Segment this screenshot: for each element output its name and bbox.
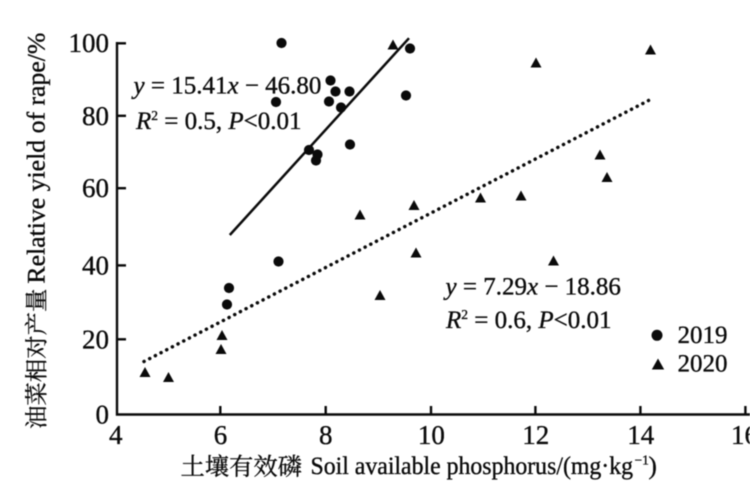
svg-text:60: 60 — [82, 173, 109, 203]
svg-text:2020: 2020 — [678, 351, 728, 378]
svg-text:y = 15.41x − 46.80: y = 15.41x − 46.80 — [131, 73, 322, 100]
svg-text:14: 14 — [627, 420, 655, 450]
svg-text:12: 12 — [522, 420, 549, 450]
svg-text:16: 16 — [731, 420, 750, 450]
svg-text:Relative yield of rape/%: Relative yield of rape/% — [24, 33, 51, 284]
svg-text:4: 4 — [109, 420, 123, 450]
svg-text:6: 6 — [214, 420, 228, 450]
svg-text:Soil available phosphorus/(mg·: Soil available phosphorus/(mg·kg — [311, 453, 634, 480]
svg-text:0: 0 — [96, 400, 110, 430]
svg-text:R2 = 0.6, P<0.01: R2 = 0.6, P<0.01 — [445, 307, 612, 334]
svg-text:100: 100 — [69, 28, 110, 58]
svg-text:y = 7.29x − 18.86: y = 7.29x − 18.86 — [443, 273, 621, 300]
svg-text:40: 40 — [82, 250, 109, 280]
svg-text:): ) — [649, 453, 657, 480]
svg-text:10: 10 — [418, 420, 445, 450]
svg-text:20: 20 — [82, 324, 109, 354]
svg-text:8: 8 — [319, 420, 333, 450]
svg-text:2019: 2019 — [678, 322, 728, 349]
svg-text:R2 = 0.5, P<0.01: R2 = 0.5, P<0.01 — [135, 108, 302, 135]
svg-text:80: 80 — [82, 101, 109, 131]
svg-text:−1: −1 — [635, 453, 649, 468]
